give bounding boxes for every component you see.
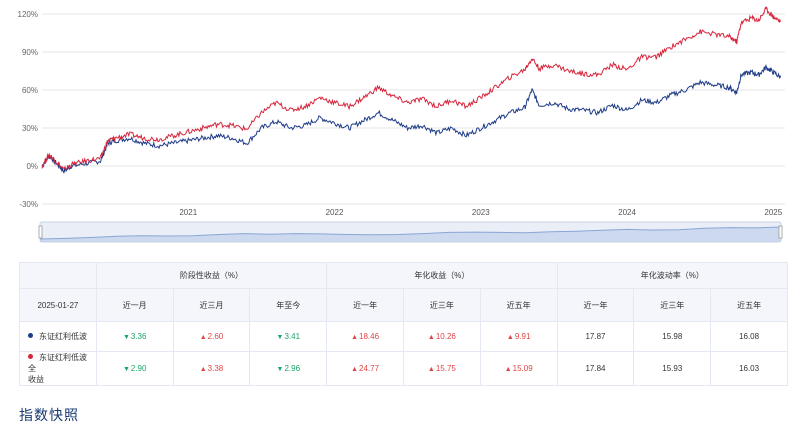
cell-value: 15.09 [512,364,533,373]
table-cell: ▲3.38 [172,351,251,386]
y-tick-label: 90% [22,48,38,57]
cell-value: 10.26 [435,332,456,341]
column-header: 近一年 [556,288,635,322]
cell-value: 3.38 [207,364,224,373]
group-header-annual-return: 年化收益（%） [326,262,558,289]
table-cell: ▼2.96 [249,351,328,386]
trend-arrow-icon: ▲ [504,366,512,373]
column-header: 近三年 [633,288,712,322]
series-dot-icon [28,333,33,338]
chart-grid [42,13,785,205]
column-header: 近三月 [172,288,251,322]
table-cell: ▼3.41 [249,321,328,352]
cell-value: 18.46 [359,332,380,341]
table-cell: ▲2.60 [172,321,251,352]
table-cell: 15.93 [633,351,712,386]
trend-arrow-icon: ▼ [276,334,284,341]
performance-table: 阶段性收益（%） 年化收益（%） 年化波动率（%） 2025-01-27 近一月… [19,262,789,386]
cell-value: 2.60 [207,332,224,341]
table-cell: ▲24.77 [326,351,404,386]
y-tick-label: -30% [19,200,38,209]
cell-value: 15.93 [662,364,683,373]
cell-value: 15.98 [662,332,683,341]
cell-value: 3.36 [130,332,147,341]
cell-value: 9.91 [514,332,531,341]
x-tick-label: 2021 [179,208,197,217]
trend-arrow-icon: ▲ [199,366,207,373]
trend-arrow-icon: ▲ [351,366,359,373]
navigator-line [39,226,782,240]
column-header: 近一年 [326,288,404,322]
y-axis-ticks: 120% 90% 60% 30% 0% -30% [18,10,38,209]
x-tick-label: 2022 [326,208,344,217]
section-title-index-snapshot: 指数快照 [19,407,79,423]
table-cell: 16.08 [710,321,788,352]
cell-value: 16.08 [739,332,760,341]
x-axis-ticks: 2021 2022 2023 2024 2025 [179,208,782,217]
cell-value: 15.75 [435,364,456,373]
cell-value: 16.03 [739,364,760,373]
trend-arrow-icon: ▲ [351,334,359,341]
series-line-red [41,6,782,171]
table-column-header-row: 2025-01-27 近一月 近三月 年至今 近一年 近三年 近五年 近一年 近… [19,288,788,322]
series-name-cell: 东证红利低波 [19,321,97,352]
column-header: 近三年 [402,288,481,322]
performance-chart: 120% 90% 60% 30% 0% -30% 2021 2022 2023 2024 2025 [18,6,785,243]
x-tick-label: 2023 [472,208,490,217]
cell-value: 24.77 [359,364,380,373]
y-tick-label: 120% [18,10,38,19]
y-tick-label: 60% [22,86,38,95]
table-cell: 17.87 [556,321,635,352]
group-header-annual-volatility: 年化波动率（%） [556,262,789,289]
trend-arrow-icon: ▼ [122,334,130,341]
x-tick-label: 2024 [618,208,636,217]
series-name: 东证红利低波全 [28,353,87,373]
series-name: 东证红利低波 [39,332,87,341]
column-header: 近一月 [95,288,174,322]
table-cell: ▲15.75 [402,351,481,386]
trend-arrow-icon: ▼ [276,366,284,373]
trend-arrow-icon: ▼ [122,366,130,373]
table-cell: ▲15.09 [479,351,558,386]
group-header-stage-return: 阶段性收益（%） [95,262,328,289]
series-dot-icon [28,354,33,359]
column-header: 近五年 [710,288,788,322]
cell-value: 17.87 [585,332,606,341]
table-cell: ▲10.26 [402,321,481,352]
trend-arrow-icon: ▲ [427,366,435,373]
table-row: 东证红利低波 ▼3.36 ▲2.60 ▼3.41 ▲18.46 ▲10.26 ▲… [19,321,788,352]
table-group-header-row: 阶段性收益（%） 年化收益（%） 年化波动率（%） [19,262,789,289]
x-tick-label: 2025 [764,208,782,217]
table-cell: 16.03 [710,351,788,386]
table-date-cell: 2025-01-27 [19,288,97,322]
series-name-continued: 收益 [28,375,44,384]
table-cell: ▼2.90 [95,351,174,386]
table-cell: ▲18.46 [326,321,404,352]
navigator-left-handle[interactable] [38,225,43,239]
navigator-right-handle[interactable] [778,225,783,239]
range-navigator[interactable] [38,221,783,243]
y-tick-label: 0% [26,162,38,171]
cell-value: 3.41 [284,332,301,341]
chart-series [41,6,782,174]
series-line-blue [41,63,782,174]
table-corner-cell [19,262,97,289]
cell-value: 2.90 [130,364,147,373]
cell-value: 17.84 [585,364,606,373]
column-header: 近五年 [479,288,558,322]
cell-value: 2.96 [284,364,301,373]
table-cell: 17.84 [556,351,635,386]
series-name-cell: 东证红利低波全 收益 [19,351,97,386]
table-row: 东证红利低波全 收益 ▼2.90 ▲3.38 ▼2.96 ▲24.77 ▲15.7… [19,351,788,386]
table-cell: ▲9.91 [479,321,558,352]
table-cell: ▼3.36 [95,321,174,352]
trend-arrow-icon: ▲ [427,334,435,341]
trend-arrow-icon: ▲ [199,334,207,341]
y-tick-label: 30% [22,124,38,133]
trend-arrow-icon: ▲ [506,334,514,341]
table-cell: 15.98 [633,321,712,352]
column-header: 年至今 [249,288,328,322]
